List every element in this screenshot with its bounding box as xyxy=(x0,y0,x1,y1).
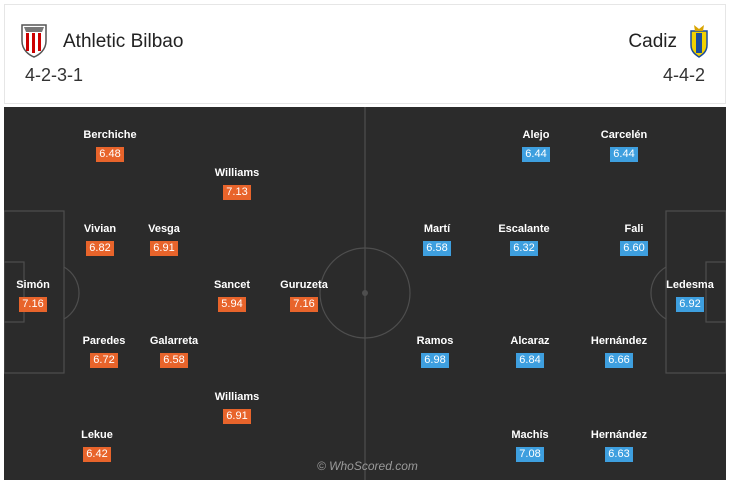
player-rating: 6.42 xyxy=(83,447,111,462)
player-rating: 6.58 xyxy=(423,241,451,256)
player-name: Williams xyxy=(214,167,260,179)
home-player[interactable]: Williams 6.91 xyxy=(197,391,277,424)
player-name: Alcaraz xyxy=(510,335,550,347)
player-name: Martí xyxy=(423,223,451,235)
pitch-markings xyxy=(4,107,726,480)
home-player[interactable]: Paredes 6.72 xyxy=(64,335,144,368)
player-rating: 6.44 xyxy=(522,147,550,162)
player-rating: 6.72 xyxy=(90,353,118,368)
player-rating: 6.44 xyxy=(610,147,638,162)
home-player[interactable]: Vivian 6.82 xyxy=(60,223,140,256)
player-rating: 6.84 xyxy=(516,353,544,368)
away-player[interactable]: Martí 6.58 xyxy=(397,223,477,256)
away-player[interactable]: Hernández 6.66 xyxy=(579,335,659,368)
player-rating: 6.60 xyxy=(620,241,648,256)
player-name: Lekue xyxy=(81,429,113,441)
player-rating: 6.66 xyxy=(605,353,633,368)
player-rating: 6.92 xyxy=(676,297,704,312)
home-team-name[interactable]: Athletic Bilbao xyxy=(63,31,184,52)
away-player[interactable]: Alejo 6.44 xyxy=(496,129,576,162)
player-rating: 6.82 xyxy=(86,241,114,256)
player-rating: 6.91 xyxy=(223,409,251,424)
player-rating: 6.91 xyxy=(150,241,178,256)
player-name: Galarreta xyxy=(149,335,199,347)
player-name: Berchiche xyxy=(83,129,137,141)
player-name: Ledesma xyxy=(666,279,714,291)
away-team-name[interactable]: Cadiz xyxy=(628,31,677,52)
away-player[interactable]: Escalante 6.32 xyxy=(484,223,564,256)
home-player[interactable]: Berchiche 6.48 xyxy=(70,129,150,162)
player-name: Sancet xyxy=(213,279,251,291)
player-name: Williams xyxy=(214,391,260,403)
player-rating: 6.58 xyxy=(160,353,188,368)
player-name: Alejo xyxy=(522,129,550,141)
cadiz-crest-icon xyxy=(690,25,708,58)
home-player[interactable]: Williams 7.13 xyxy=(197,167,277,200)
player-rating: 7.16 xyxy=(290,297,318,312)
player-name: Carcelén xyxy=(600,129,648,141)
home-player[interactable]: Lekue 6.42 xyxy=(57,429,137,462)
player-rating: 6.48 xyxy=(96,147,124,162)
home-player[interactable]: Sancet 5.94 xyxy=(192,279,272,312)
player-name: Vivian xyxy=(83,223,117,235)
player-rating: 6.63 xyxy=(605,447,633,462)
match-header: Athletic Bilbao 4-2-3-1 Cadiz 4-4-2 xyxy=(4,4,726,104)
player-name: Escalante xyxy=(498,223,550,235)
away-player[interactable]: Fali 6.60 xyxy=(594,223,674,256)
player-name: Ramos xyxy=(416,335,454,347)
away-player[interactable]: Alcaraz 6.84 xyxy=(490,335,570,368)
away-player[interactable]: Hernández 6.63 xyxy=(579,429,659,462)
away-player[interactable]: Machís 7.08 xyxy=(490,429,570,462)
away-formation: 4-4-2 xyxy=(662,65,705,85)
home-player[interactable]: Galarreta 6.58 xyxy=(134,335,214,368)
player-name: Machís xyxy=(511,429,549,441)
player-rating: 6.98 xyxy=(421,353,449,368)
athletic-bilbao-crest-icon xyxy=(21,24,47,58)
home-player[interactable]: Simón 7.16 xyxy=(4,279,73,312)
watermark: © WhoScored.com xyxy=(317,459,418,473)
home-formation: 4-2-3-1 xyxy=(25,65,84,85)
player-rating: 5.94 xyxy=(218,297,246,312)
player-name: Fali xyxy=(624,223,644,235)
home-player[interactable]: Guruzeta 7.16 xyxy=(264,279,344,312)
away-player[interactable]: Carcelén 6.44 xyxy=(584,129,664,162)
player-rating: 7.13 xyxy=(223,185,251,200)
player-name: Vesga xyxy=(148,223,180,235)
pitch: Berchiche 6.48 Williams 7.13 Vivian 6.82… xyxy=(4,107,726,480)
away-player[interactable]: Ledesma 6.92 xyxy=(650,279,726,312)
player-name: Paredes xyxy=(82,335,126,347)
away-player[interactable]: Ramos 6.98 xyxy=(395,335,475,368)
player-rating: 6.32 xyxy=(510,241,538,256)
player-name: Guruzeta xyxy=(280,279,328,291)
player-name: Hernández xyxy=(590,335,648,347)
player-name: Hernández xyxy=(590,429,648,441)
player-rating: 7.08 xyxy=(516,447,544,462)
player-rating: 7.16 xyxy=(19,297,47,312)
home-player[interactable]: Vesga 6.91 xyxy=(124,223,204,256)
player-name: Simón xyxy=(16,279,50,291)
